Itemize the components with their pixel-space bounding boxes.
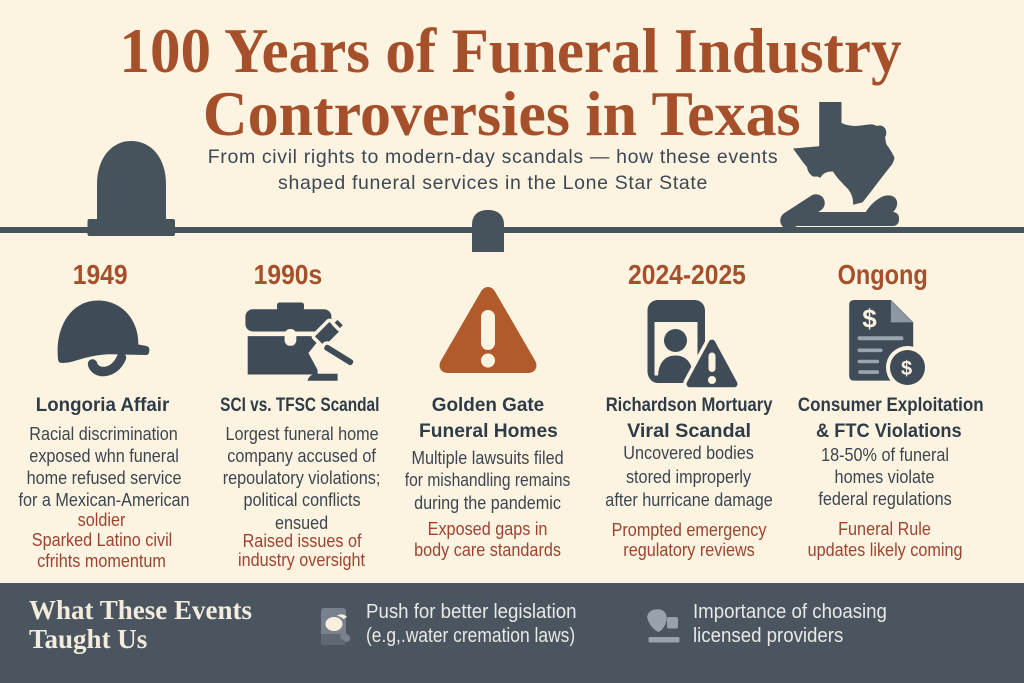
svg-text:$: $ xyxy=(862,304,877,334)
svg-text:$: $ xyxy=(901,358,912,380)
